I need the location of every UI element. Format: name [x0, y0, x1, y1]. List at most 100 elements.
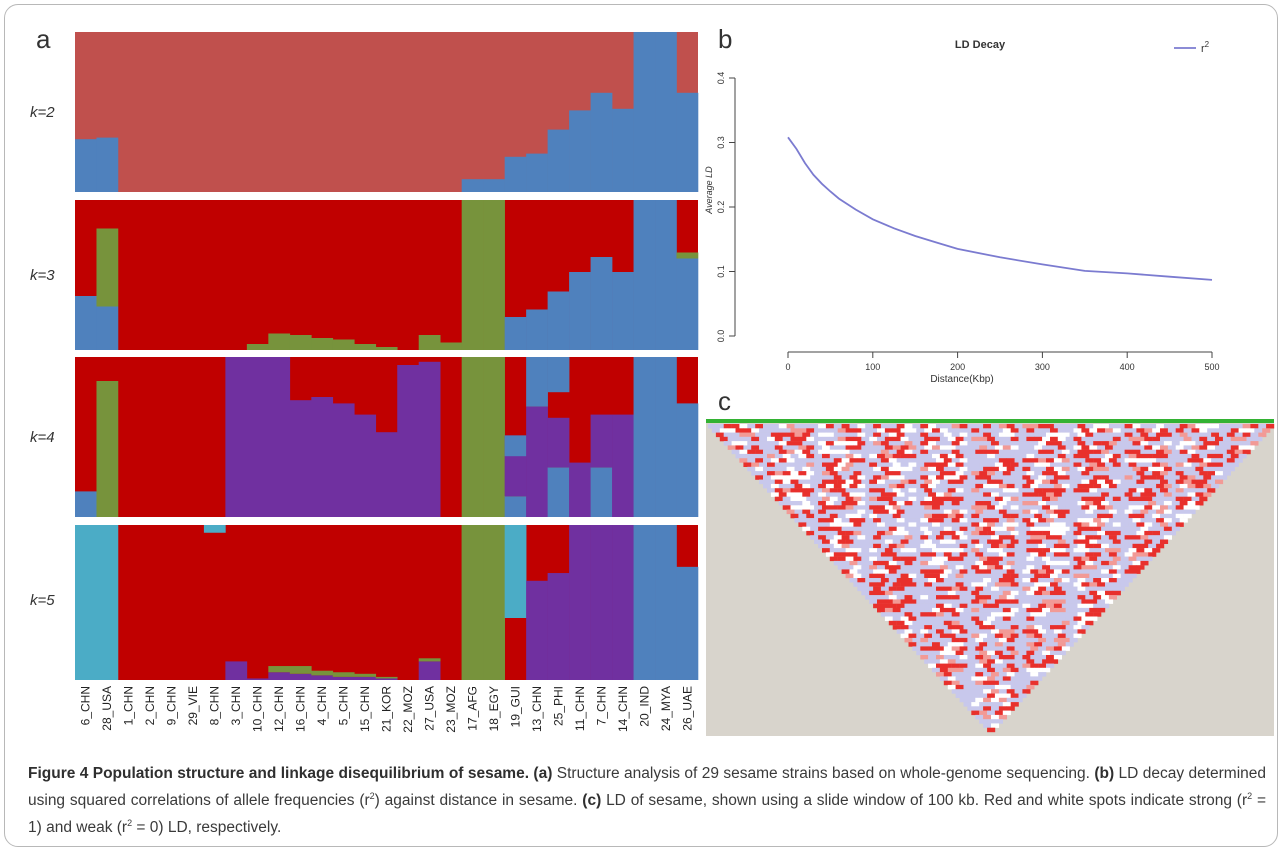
- ld-cell: [1069, 595, 1078, 600]
- ld-cell: [979, 556, 988, 562]
- ld-cell: [1191, 462, 1200, 467]
- ld-cell: [947, 667, 956, 673]
- ld-cell: [861, 573, 870, 579]
- ld-cell: [1160, 505, 1169, 510]
- ld-cell: [774, 436, 783, 442]
- ld-cell: [1046, 432, 1055, 438]
- ld-cell: [1050, 436, 1059, 442]
- ld-cell: [963, 667, 972, 673]
- ld-cell: [1183, 479, 1192, 485]
- ld-cell: [1050, 582, 1059, 587]
- ld-cell: [967, 475, 976, 480]
- ld-cell: [767, 453, 776, 459]
- ld-cell: [1034, 488, 1043, 493]
- ld-cell: [1108, 518, 1117, 523]
- ld-cell: [916, 573, 925, 579]
- ld-cell: [1069, 612, 1078, 617]
- ld-cell: [936, 672, 945, 677]
- ld-cell: [943, 475, 952, 480]
- ld-cell: [979, 471, 988, 476]
- ld-cell: [1042, 548, 1051, 553]
- ld-cell: [1061, 475, 1070, 480]
- ld-cell: [1199, 462, 1208, 467]
- ld-cell: [1101, 449, 1110, 455]
- ld-cell: [1077, 552, 1086, 557]
- ld-cell: [979, 667, 988, 673]
- ld-cell: [1156, 475, 1165, 480]
- ld-cell: [1140, 432, 1149, 438]
- ld-cell: [1120, 573, 1129, 579]
- ld-cell: [1010, 684, 1019, 690]
- ld-cell: [983, 518, 992, 523]
- ld-cell: [951, 458, 960, 463]
- ld-cell: [1163, 449, 1172, 455]
- ld-cell: [963, 702, 972, 707]
- ld-cell: [1030, 483, 1039, 489]
- ld-cell: [1089, 522, 1098, 527]
- ld-cell: [924, 488, 933, 493]
- ld-cell: [1230, 436, 1239, 442]
- ld-cell: [869, 522, 878, 527]
- legend-label: r2: [1201, 40, 1210, 55]
- ld-cell: [936, 501, 945, 506]
- sample-label: 18_EGY: [487, 686, 501, 731]
- ld-cell: [1065, 530, 1074, 536]
- ld-cell: [1057, 505, 1066, 510]
- ld-cell: [932, 633, 941, 639]
- ld-cell: [928, 483, 937, 489]
- ld-cell: [1215, 453, 1224, 459]
- ld-cell: [975, 714, 984, 720]
- ld-cell: [1002, 633, 1011, 639]
- ld-cell: [1085, 509, 1094, 515]
- ld-cell: [892, 479, 901, 485]
- ld-cell: [1085, 432, 1094, 438]
- ld-cell: [1046, 483, 1055, 489]
- ld-cell: [1030, 637, 1039, 643]
- ld-cell: [1222, 453, 1231, 459]
- ld-cell: [865, 526, 874, 532]
- ld-cell: [971, 488, 980, 493]
- ld-cell: [1132, 509, 1141, 515]
- ld-cell: [802, 509, 811, 515]
- ld-cell: [1018, 625, 1027, 630]
- ld-cell: [904, 466, 913, 472]
- ld-cell: [873, 432, 882, 438]
- ld-cell: [818, 543, 827, 549]
- ld-cell: [998, 432, 1007, 438]
- ld-cell: [880, 569, 889, 574]
- ld-cell: [1034, 548, 1043, 553]
- ld-cell: [1002, 676, 1011, 681]
- k-label: k=4: [30, 429, 55, 446]
- caption-a-label: (a): [533, 765, 553, 782]
- ld-cell: [1203, 449, 1212, 455]
- ld-cell: [727, 436, 736, 442]
- ld-cell: [908, 582, 917, 587]
- ld-cell: [1132, 501, 1141, 506]
- ld-cell: [1160, 453, 1169, 459]
- ld-cell: [998, 612, 1007, 617]
- ld-cell: [943, 578, 952, 583]
- ld-cell: [786, 501, 795, 506]
- ld-cell: [892, 530, 901, 536]
- ld-cell: [939, 573, 948, 579]
- ld-cell: [1234, 458, 1243, 463]
- ld-cell: [1097, 436, 1106, 442]
- ld-cell: [991, 578, 1000, 583]
- ld-cell: [943, 526, 952, 532]
- ld-cell: [1077, 586, 1086, 592]
- ld-cell: [770, 424, 779, 429]
- ld-cell: [1230, 453, 1239, 459]
- ld-cell: [1038, 672, 1047, 677]
- ld-cell: [1105, 445, 1114, 450]
- figure-frame: [4, 4, 1278, 847]
- ld-cell: [951, 680, 960, 686]
- ld-cell: [1101, 518, 1110, 523]
- ld-cell: [959, 424, 968, 429]
- ld-cell: [896, 612, 905, 617]
- ld-cell: [1211, 483, 1220, 489]
- ld-cell: [991, 518, 1000, 523]
- ld-cell: [1152, 539, 1161, 544]
- ld-cell: [880, 449, 889, 455]
- ld-cell: [759, 436, 768, 442]
- ld-cell: [1053, 492, 1062, 497]
